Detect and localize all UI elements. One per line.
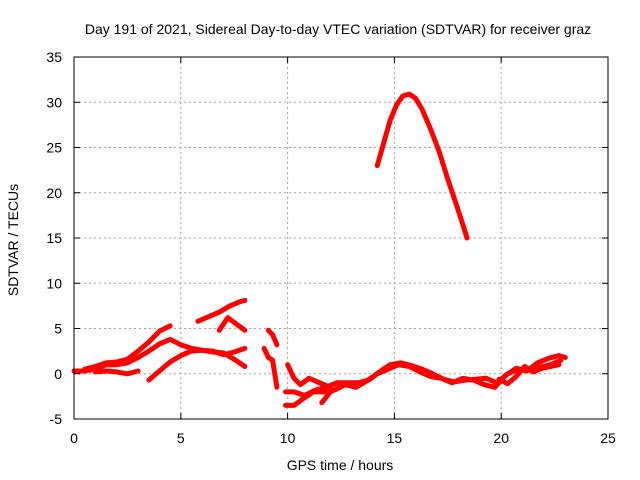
- series-track-8: [265, 327, 280, 348]
- series-track-6: [216, 315, 248, 333]
- x-tick-label: 20: [493, 430, 509, 446]
- series-track-14: [374, 91, 470, 241]
- chart-title: Day 191 of 2021, Sidereal Day-to-day VTE…: [85, 21, 591, 37]
- series-track-5: [195, 297, 248, 324]
- y-tick-label: 10: [46, 275, 62, 291]
- grid: [74, 57, 608, 419]
- series-track-12: [319, 380, 350, 406]
- axis-ticks: [73, 56, 609, 420]
- y-axis-title: SDTVAR / TECUs: [5, 184, 21, 296]
- y-tick-label: 30: [46, 94, 62, 110]
- series-track-4: [146, 347, 248, 383]
- y-tick-label: 35: [46, 49, 62, 65]
- x-tick-label: 5: [177, 430, 185, 446]
- y-tick-label: 5: [54, 321, 62, 337]
- series-track-13: [496, 362, 562, 387]
- y-tick-label: 20: [46, 185, 62, 201]
- series-track-3: [92, 368, 141, 377]
- x-axis-title: GPS time / hours: [287, 457, 394, 473]
- x-tick-label: 25: [600, 430, 616, 446]
- series-group: [71, 91, 568, 408]
- x-tick-label: 10: [280, 430, 296, 446]
- y-tick-label: -5: [50, 411, 63, 427]
- y-tick-label: 0: [54, 366, 62, 382]
- series-track-2: [82, 323, 173, 372]
- y-tick-label: 25: [46, 140, 62, 156]
- tick-labels: 0 5 10 15 20 25 -5 0 5 10 15 20 25 30 35: [46, 49, 616, 446]
- x-tick-label: 0: [70, 430, 78, 446]
- series-track-9: [285, 362, 333, 390]
- y-tick-label: 15: [46, 230, 62, 246]
- series-track-7: [261, 345, 280, 390]
- x-tick-label: 15: [387, 430, 403, 446]
